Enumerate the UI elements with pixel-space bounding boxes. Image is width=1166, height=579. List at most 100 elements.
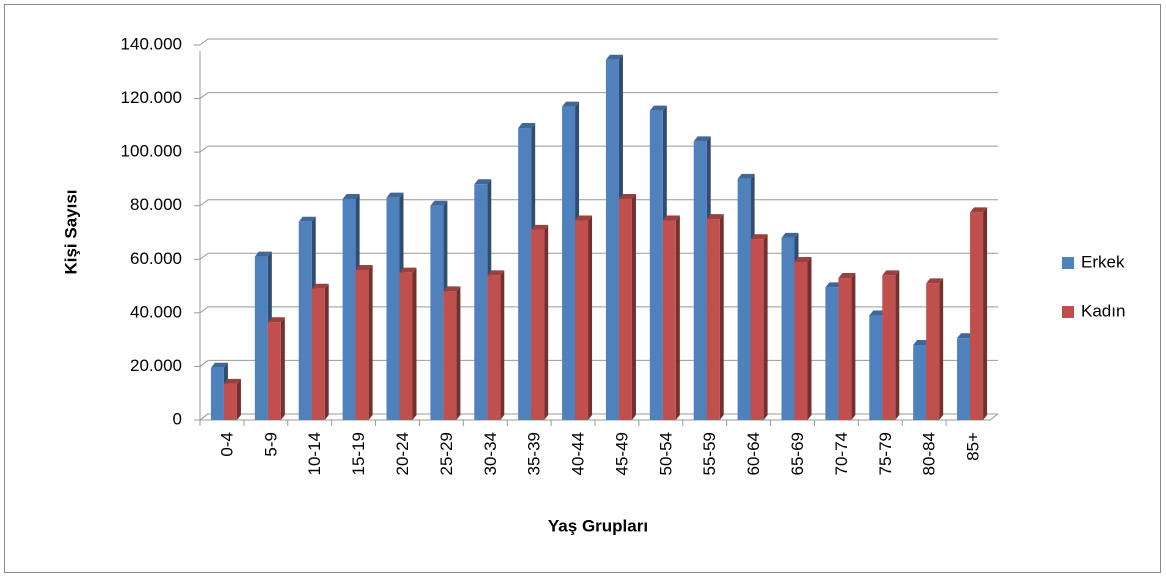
bar-side bbox=[719, 214, 724, 420]
x-tick-label: 65-69 bbox=[788, 432, 807, 475]
x-tick-label: 20-24 bbox=[393, 432, 412, 475]
bar-top bbox=[750, 234, 768, 240]
bar-side bbox=[631, 194, 636, 420]
x-tick-label: 35-39 bbox=[525, 432, 544, 475]
x-tick-label: 70-74 bbox=[832, 432, 851, 475]
bar bbox=[223, 383, 237, 420]
x-tick-label: 60-64 bbox=[744, 432, 763, 475]
bar bbox=[737, 178, 751, 420]
bar bbox=[386, 197, 400, 420]
y-tick-label: 40.000 bbox=[130, 302, 182, 321]
bar bbox=[913, 345, 927, 420]
bar bbox=[430, 205, 444, 420]
bar-side bbox=[588, 215, 593, 420]
grid-line bbox=[199, 359, 998, 367]
y-tick-label: 0 bbox=[173, 409, 182, 428]
x-tick-label: 45-49 bbox=[612, 432, 631, 475]
bar-side bbox=[280, 317, 285, 420]
bar-side bbox=[456, 286, 461, 420]
bar-top bbox=[913, 340, 931, 345]
legend-label: Erkek bbox=[1081, 252, 1125, 271]
bar bbox=[531, 229, 545, 420]
bar-top bbox=[825, 282, 843, 288]
bar-top bbox=[781, 232, 799, 238]
bar-top bbox=[957, 333, 975, 339]
grid-line bbox=[199, 38, 998, 46]
bar bbox=[970, 212, 984, 420]
grid-line bbox=[199, 145, 998, 153]
grid-line bbox=[199, 413, 998, 421]
bar-top bbox=[649, 105, 667, 111]
bar-top bbox=[605, 54, 623, 60]
bar-top bbox=[474, 179, 492, 185]
bar bbox=[298, 221, 312, 420]
bar bbox=[399, 272, 413, 420]
bar-top bbox=[355, 265, 373, 270]
y-tick-label: 20.000 bbox=[130, 356, 182, 375]
x-tick-label: 10-14 bbox=[305, 432, 324, 475]
bar bbox=[926, 283, 940, 420]
y-tick-label: 80.000 bbox=[130, 195, 182, 214]
bar bbox=[882, 275, 896, 420]
bar-side bbox=[807, 256, 812, 420]
x-tick-label: 85+ bbox=[964, 432, 983, 461]
bar-side bbox=[236, 378, 241, 420]
grid-line bbox=[199, 199, 998, 207]
grid-line bbox=[199, 306, 998, 314]
bar-side bbox=[939, 278, 944, 420]
bar-side bbox=[324, 283, 329, 420]
bar-side bbox=[851, 273, 856, 420]
bar bbox=[605, 59, 619, 420]
bar-top bbox=[970, 207, 988, 213]
bar bbox=[355, 270, 369, 420]
bar bbox=[618, 199, 632, 420]
grid-line bbox=[199, 92, 998, 99]
bar-top bbox=[737, 173, 755, 179]
bar bbox=[662, 220, 676, 420]
bar bbox=[750, 239, 764, 420]
bar bbox=[311, 288, 325, 420]
bar-top bbox=[210, 362, 228, 368]
bar-top bbox=[223, 378, 241, 384]
bar-top bbox=[443, 286, 461, 292]
bar-top bbox=[298, 216, 316, 222]
bar bbox=[267, 322, 281, 420]
bar-top bbox=[794, 256, 812, 262]
bar bbox=[210, 367, 224, 420]
bar bbox=[254, 256, 268, 420]
x-tick-label: 75-79 bbox=[876, 432, 895, 475]
bar-top bbox=[693, 136, 711, 142]
bar-top bbox=[662, 215, 680, 221]
bar bbox=[838, 278, 852, 420]
bar-side bbox=[675, 215, 680, 420]
x-tick-label: 0-4 bbox=[217, 432, 236, 457]
floor-edge bbox=[989, 413, 999, 421]
bar-top bbox=[575, 215, 593, 221]
bar-top bbox=[487, 270, 505, 276]
bar bbox=[706, 219, 720, 420]
x-tick-label: 50-54 bbox=[656, 432, 675, 475]
legend-swatch bbox=[1062, 306, 1074, 318]
legend-swatch bbox=[1062, 257, 1074, 269]
bar bbox=[575, 220, 589, 420]
bar-top bbox=[618, 194, 636, 200]
bar bbox=[443, 291, 457, 420]
bar-top bbox=[518, 123, 536, 129]
x-tick-label: 15-19 bbox=[349, 432, 368, 475]
bar-top bbox=[386, 192, 404, 198]
bar-side bbox=[412, 267, 417, 420]
bar bbox=[869, 315, 883, 420]
bar-top bbox=[342, 194, 360, 200]
bar-top bbox=[531, 224, 549, 230]
grid-line bbox=[199, 252, 998, 260]
bar bbox=[487, 275, 501, 420]
y-tick-label: 60.000 bbox=[130, 249, 182, 268]
bar-top bbox=[706, 214, 724, 220]
bar-side bbox=[895, 270, 900, 420]
bar-top bbox=[399, 267, 417, 273]
bar-top bbox=[311, 283, 329, 289]
bar bbox=[825, 287, 839, 420]
bar-side bbox=[544, 224, 549, 420]
x-tick-label: 30-34 bbox=[481, 432, 500, 475]
